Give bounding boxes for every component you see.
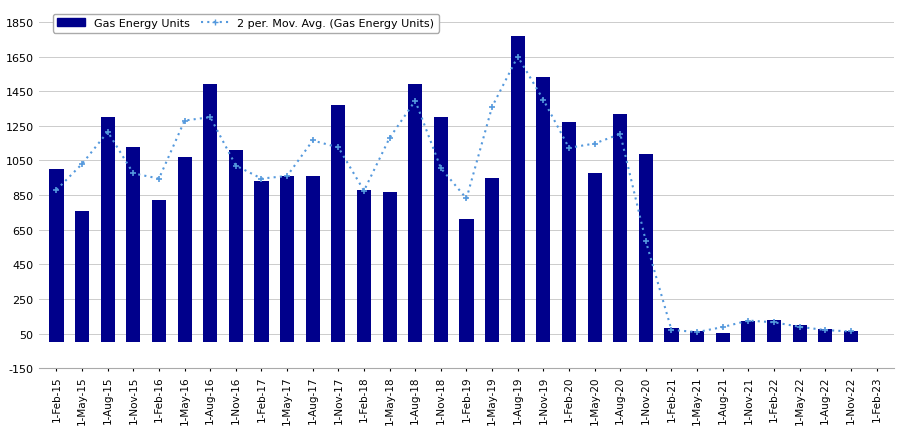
Bar <box>510 37 525 342</box>
Bar <box>126 147 140 342</box>
Bar <box>177 157 192 342</box>
Bar <box>152 201 166 342</box>
Bar <box>409 85 422 342</box>
Legend: Gas Energy Units, 2 per. Mov. Avg. (Gas Energy Units): Gas Energy Units, 2 per. Mov. Avg. (Gas … <box>53 15 439 34</box>
Bar <box>382 192 397 342</box>
Bar <box>331 106 346 342</box>
Bar <box>434 118 448 342</box>
Bar <box>101 118 115 342</box>
Bar <box>690 332 704 342</box>
Bar <box>613 114 627 342</box>
Bar <box>588 174 602 342</box>
Bar <box>844 332 858 342</box>
Bar <box>229 150 243 342</box>
Bar <box>280 177 294 342</box>
Bar <box>562 123 576 342</box>
Bar <box>485 178 500 342</box>
Bar <box>742 322 755 342</box>
Bar <box>536 78 551 342</box>
Bar <box>306 177 319 342</box>
Bar <box>664 329 679 342</box>
Bar <box>50 170 64 342</box>
Bar <box>767 320 781 342</box>
Bar <box>255 182 268 342</box>
Bar <box>459 220 473 342</box>
Bar <box>793 325 806 342</box>
Bar <box>75 211 89 342</box>
Bar <box>357 190 371 342</box>
Bar <box>639 155 652 342</box>
Bar <box>203 85 217 342</box>
Bar <box>716 333 730 342</box>
Bar <box>818 329 832 342</box>
